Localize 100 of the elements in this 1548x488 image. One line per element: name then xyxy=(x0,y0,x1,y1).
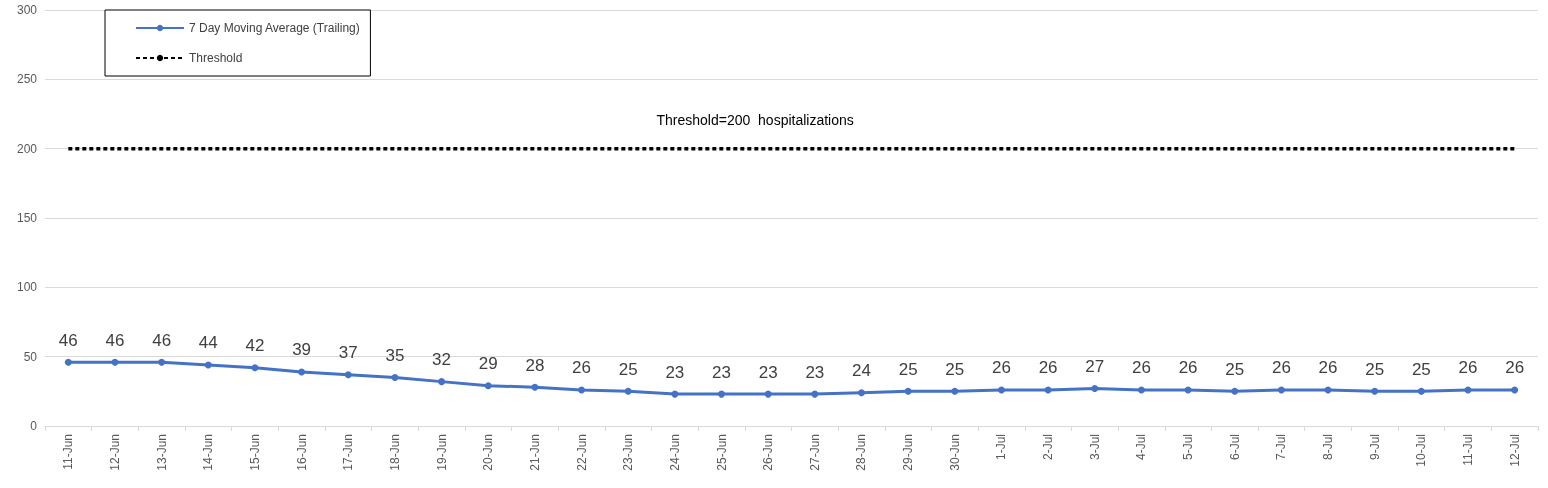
x-tick-label: 10-Jul xyxy=(1414,434,1429,467)
y-tick-label: 250 xyxy=(16,72,38,87)
data-label: 24 xyxy=(852,361,871,381)
data-label: 25 xyxy=(1365,359,1385,379)
data-label: 27 xyxy=(1085,357,1105,377)
data-label: 25 xyxy=(945,359,965,379)
point xyxy=(531,383,539,391)
data-label: 46 xyxy=(105,330,125,350)
x-tick-label: 13-Jun xyxy=(154,434,169,471)
point xyxy=(578,386,586,394)
data-label: 23 xyxy=(758,362,778,382)
x-tick-label: 16-Jun xyxy=(294,434,309,471)
x-tick-label: 2-Jul xyxy=(1041,434,1056,461)
data-label: 26 xyxy=(1178,358,1198,378)
x-tick-label: 25-Jun xyxy=(714,434,729,471)
data-label: 26 xyxy=(1318,358,1338,378)
x-tick-label: 11-Jun xyxy=(61,434,76,470)
x-tick-label: 28-Jun xyxy=(854,434,869,471)
point xyxy=(1231,387,1239,395)
point xyxy=(1417,387,1425,395)
x-tick-label: 27-Jun xyxy=(807,434,822,471)
x-tick-label: 12-Jul xyxy=(1507,434,1522,467)
x-tick-label: 15-Jun xyxy=(247,434,262,471)
x-tick-label: 26-Jun xyxy=(761,434,776,471)
data-label: 26 xyxy=(1131,358,1151,378)
data-label: 26 xyxy=(1038,358,1058,378)
data-label: 23 xyxy=(805,362,825,382)
point xyxy=(1091,385,1099,393)
data-label: 26 xyxy=(991,358,1011,378)
data-label: 29 xyxy=(478,354,498,374)
data-label: 25 xyxy=(618,359,638,379)
x-tick-label: 23-Jun xyxy=(621,434,636,471)
data-label: 25 xyxy=(1225,359,1245,379)
point xyxy=(64,358,72,366)
x-tick-label: 1-Jul xyxy=(994,434,1009,461)
point xyxy=(1137,386,1145,394)
x-tick-label: 7-Jul xyxy=(1274,434,1289,461)
x-tick-label: 12-Jun xyxy=(107,434,122,471)
y-tick-label: 300 xyxy=(16,3,38,17)
data-label: 25 xyxy=(1411,359,1431,379)
point xyxy=(344,371,352,379)
x-tick-label: 6-Jul xyxy=(1227,434,1242,461)
x-tick-label: 3-Jul xyxy=(1087,434,1102,461)
point xyxy=(1511,386,1519,394)
y-tick-label: 150 xyxy=(16,211,38,225)
point xyxy=(204,361,212,369)
data-label: 26 xyxy=(1458,358,1478,378)
x-tick-label: 11-Jul xyxy=(1461,434,1476,466)
annotation: Threshold=200 hospitalizations xyxy=(656,111,854,128)
x-tick-label: 21-Jun xyxy=(527,434,542,471)
data-label: 35 xyxy=(385,345,405,365)
data-label: 44 xyxy=(198,333,218,353)
data-label: 39 xyxy=(292,340,312,360)
point xyxy=(764,390,772,398)
point xyxy=(298,368,306,376)
point xyxy=(111,358,119,366)
data-label: 26 xyxy=(1271,358,1291,378)
x-tick-label: 18-Jun xyxy=(387,434,402,471)
data-label: 32 xyxy=(432,350,452,370)
x-tick-label: 9-Jul xyxy=(1367,434,1382,461)
data-label: 26 xyxy=(1505,358,1525,378)
point xyxy=(718,390,726,398)
point xyxy=(624,387,632,395)
y-tick-label: 50 xyxy=(23,349,38,364)
point xyxy=(438,378,446,386)
x-tick-label: 14-Jun xyxy=(201,434,216,471)
y-tick-label: 0 xyxy=(30,419,38,433)
data-label: 25 xyxy=(898,359,918,379)
legend-label: Threshold xyxy=(189,51,243,65)
point xyxy=(251,364,259,372)
x-tick-label: 8-Jul xyxy=(1321,434,1336,461)
x-tick-label: 29-Jun xyxy=(901,434,916,471)
point xyxy=(857,389,865,397)
y-tick-label: 100 xyxy=(16,280,38,295)
point xyxy=(671,390,679,398)
data-label: 42 xyxy=(245,336,265,356)
x-tick-label: 5-Jul xyxy=(1181,434,1196,461)
point xyxy=(904,387,912,395)
x-tick-label: 20-Jun xyxy=(481,434,496,471)
data-label: 28 xyxy=(525,355,545,375)
data-label: 46 xyxy=(58,330,78,350)
x-tick-label: 17-Jun xyxy=(341,434,356,471)
point xyxy=(997,386,1005,394)
data-label: 23 xyxy=(665,362,685,382)
x-tick-label: 24-Jun xyxy=(667,434,682,471)
x-tick-label: 4-Jul xyxy=(1134,434,1149,461)
data-label: 26 xyxy=(572,358,592,378)
point xyxy=(1371,387,1379,395)
point xyxy=(811,390,819,398)
point xyxy=(484,382,492,390)
data-label: 46 xyxy=(152,330,172,350)
point xyxy=(158,358,166,366)
x-tick-label: 19-Jun xyxy=(434,434,449,471)
x-tick-label: 22-Jun xyxy=(574,434,589,471)
y-tick-label: 200 xyxy=(16,141,38,156)
point xyxy=(951,387,959,395)
data-label: 37 xyxy=(338,343,358,363)
x-tick-label: 30-Jun xyxy=(947,434,962,471)
legend-label: 7 Day Moving Average (Trailing) xyxy=(189,21,360,35)
point xyxy=(1277,386,1285,394)
